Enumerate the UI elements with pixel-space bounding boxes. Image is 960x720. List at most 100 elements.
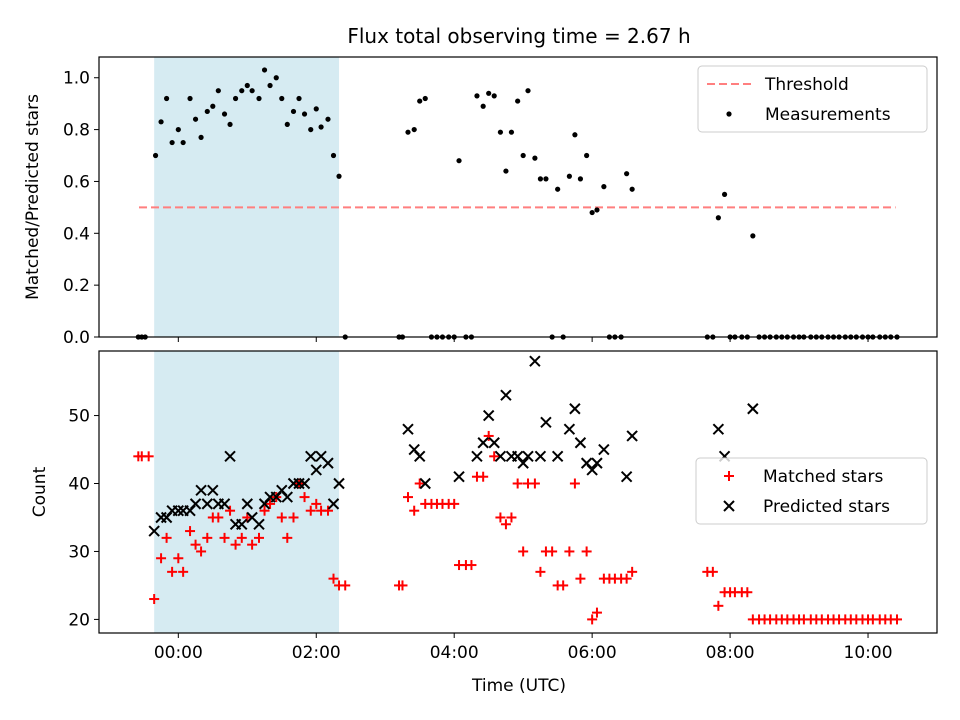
predicted-stars-point [569, 403, 581, 415]
predicted-stars-point [540, 416, 552, 429]
y-tick-label: 30 [68, 542, 90, 562]
top-axes-frame [98, 56, 938, 338]
measurement-point [497, 129, 504, 135]
matched-stars-point [213, 512, 224, 523]
measurement-point [336, 173, 342, 179]
predicted-stars-point [591, 457, 603, 469]
predicted-stars-point [574, 437, 587, 449]
matched-stars-point [569, 478, 580, 489]
measurement-point [532, 155, 538, 161]
bottom-x-axis: 00:00 02:00 04:00 06:00 08:00 10:00 [154, 633, 893, 663]
measurement-point [629, 186, 635, 192]
measurement-point [555, 186, 561, 192]
legend-matched-swatch [724, 471, 734, 481]
measurement-point [227, 121, 233, 128]
legend-threshold-label: Threshold [764, 75, 849, 95]
predicted-stars-point [522, 450, 534, 463]
measurement-point [411, 126, 417, 133]
matched-stars-point [247, 539, 258, 550]
predicted-stars-point [172, 504, 185, 517]
matched-stars-point [190, 539, 201, 550]
legend-predicted-label: Predicted stars [763, 497, 890, 517]
measurement-point [543, 176, 549, 182]
matched-stars-point [276, 512, 287, 523]
predicted-stars-point [298, 477, 311, 490]
matched-stars-point [254, 532, 265, 543]
measurement-point [589, 209, 595, 216]
matched-stars-point [478, 471, 489, 482]
y-tick-label: 0.6 [63, 172, 90, 192]
matched-stars-point [397, 580, 408, 591]
measurement-point [215, 88, 221, 94]
measurement-point [284, 121, 290, 128]
measurement-point [624, 171, 630, 177]
predicted-stars-point [207, 484, 219, 497]
legend-predicted-swatch [723, 500, 735, 512]
matched-stars-point [627, 566, 638, 577]
matched-stars-point [713, 600, 724, 611]
matched-stars-point [529, 478, 540, 489]
predicted-stars-point [598, 443, 610, 456]
predicted-stars-point [281, 491, 293, 503]
bottom-axes-frame [98, 350, 938, 634]
y-tick-label: 50 [68, 407, 90, 427]
matched-stars-point [587, 614, 598, 625]
predicted-stars-point [419, 477, 431, 490]
matched-stars-point [288, 512, 299, 523]
predicted-stars-point [148, 525, 160, 537]
predicted-stars-point [500, 389, 512, 401]
top-shaded-span [154, 57, 340, 337]
y-tick-label: 20 [68, 610, 90, 630]
predicted-stars-point [402, 423, 414, 435]
predicted-stars-point [236, 518, 248, 530]
matched-stars-point [483, 430, 494, 441]
matched-stars-point [466, 560, 477, 571]
measurement-point [239, 88, 245, 94]
measurement-point [520, 152, 526, 159]
measurement-point [279, 95, 285, 102]
measurement-point [221, 111, 228, 117]
predicted-stars-point [241, 498, 253, 510]
measurement-point [721, 191, 728, 198]
x-tick-label: 00:00 [154, 643, 203, 663]
predicted-stars-point [563, 423, 576, 435]
matched-stars-point [564, 546, 575, 557]
matched-stars-point [311, 498, 322, 509]
predicted-stars-point [414, 450, 426, 463]
measurement-point [486, 90, 492, 96]
bottom-legend-frame [695, 457, 928, 525]
measurement-point [249, 88, 255, 94]
measurement-point [210, 103, 216, 109]
measurement-point [508, 129, 515, 135]
matched-stars-point [173, 553, 184, 564]
predicted-stars-point [712, 423, 725, 435]
matched-stars-point [305, 505, 316, 516]
measurement-point [537, 176, 544, 182]
measurement-point [715, 215, 721, 221]
measurement-point [301, 111, 308, 117]
measurement-point [204, 108, 210, 115]
top-y-axis: 0.0 0.2 0.4 0.6 0.8 1.0 [63, 69, 99, 348]
matched-stars-point [558, 580, 569, 591]
matched-stars-point [402, 492, 413, 503]
y-tick-label: 0.8 [63, 121, 90, 141]
predicted-stars-point [253, 518, 265, 530]
matched-stars-point [219, 532, 230, 543]
measurement-point [325, 116, 331, 122]
matched-stars-point [225, 505, 236, 516]
measurement-point [422, 95, 428, 102]
matched-stars-point [449, 498, 460, 509]
measurement-point [515, 98, 521, 104]
matched-stars-point [707, 566, 718, 577]
matched-stars-point [547, 546, 558, 557]
measurement-point [187, 95, 193, 102]
predicted-stars-point [586, 464, 598, 476]
bottom-shaded-span [154, 351, 340, 633]
measurement-point [480, 103, 486, 109]
matched-stars-point [328, 573, 339, 584]
predicted-stars-point [747, 403, 759, 415]
measurement-point [290, 108, 297, 115]
predicted-stars-point [620, 471, 633, 483]
predicted-stars-point [477, 437, 489, 449]
